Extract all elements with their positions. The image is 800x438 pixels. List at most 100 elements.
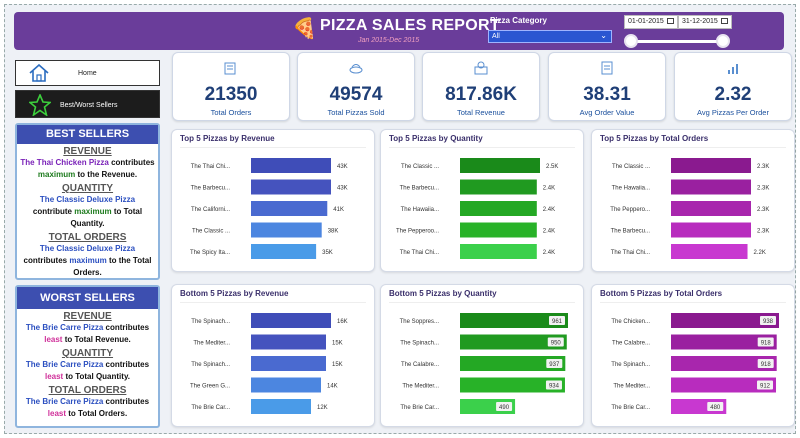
bar-value-label: 918: [761, 341, 772, 347]
value-label-box: [496, 402, 513, 411]
bar-category-label: The Spinach...: [611, 362, 650, 368]
bar: [671, 377, 777, 393]
value-label-box: [757, 337, 774, 347]
date-start-input[interactable]: 01-01-2015: [624, 15, 678, 29]
kpi-value: 21350: [204, 84, 258, 105]
bar-chart: The Chicken... 938 The Calabre... 918 The Sp…: [611, 313, 779, 414]
bar: [460, 158, 540, 173]
category-dropdown[interactable]: All ⌄: [488, 30, 612, 43]
bar-category-label: The Peppero...: [610, 207, 650, 213]
bar: [460, 201, 537, 216]
bar-value-label: 43K: [337, 164, 348, 170]
bar-value-label: 2.4K: [543, 229, 555, 235]
best-revenue-heading: REVENUE: [63, 146, 112, 157]
bar: [251, 244, 317, 259]
bar: [251, 356, 326, 371]
bar-category-label: The Brie Car...: [400, 405, 439, 411]
worst-sellers-panel: WORST SELLERS REVENUE The Brie Carre Piz…: [15, 285, 160, 428]
bar-category-label: The Hawaiia...: [401, 207, 440, 213]
pizza-icon: 🍕: [292, 18, 317, 40]
bar-category-label: The Barbecu...: [191, 186, 231, 192]
bar-value-label: 2.3K: [757, 164, 769, 170]
chart-divider: [389, 147, 575, 148]
value-label-box: [549, 316, 565, 325]
date-start-value: 01-01-2015: [628, 18, 664, 25]
kpi-label: Total Pizzas Sold: [327, 108, 385, 117]
kpi-total-pizzas-sold: 49574 Total Pizzas Sold: [297, 52, 415, 121]
bar: [460, 356, 566, 371]
chart-card: Bottom 5 Pizzas by Total Orders The Chick…: [591, 284, 795, 427]
bar-chart: The Soppres... 961 The Spinach... 950 The Ca…: [400, 313, 568, 414]
chart-title: Bottom 5 Pizzas by Revenue: [180, 289, 289, 298]
calendar-icon[interactable]: [666, 18, 674, 25]
date-slider-start-handle[interactable]: [624, 34, 638, 48]
bar-value-label: 490: [499, 405, 510, 411]
best-revenue-text: The Thai Chicken Pizza contributes maxim…: [20, 158, 155, 179]
bar-category-label: The Soppres...: [400, 319, 440, 325]
chart-divider: [180, 302, 366, 303]
bar: [460, 222, 537, 238]
bar-category-label: The Brie Car...: [611, 405, 650, 411]
revenue-icon: [474, 61, 488, 75]
bar-chart: The Classic ... 2.3K The Hawaiia... 2.3K The…: [610, 158, 769, 259]
bar: [251, 179, 331, 195]
chevron-down-icon: ⌄: [600, 31, 607, 40]
page-subtitle: Jan 2015-Dec 2015: [358, 37, 420, 44]
chart-divider: [180, 147, 366, 148]
bar-category-label: The Pepperoo...: [396, 229, 439, 235]
bar: [460, 334, 567, 350]
kpi-label: Total Revenue: [457, 108, 505, 117]
bar: [251, 313, 331, 328]
bar-value-label: 2.3K: [757, 229, 769, 235]
bar-value-label: 2.4K: [543, 250, 555, 256]
star-icon: [29, 94, 51, 116]
nav-best-worst-button[interactable]: Best/Worst Sellers: [15, 90, 160, 118]
bar-value-label: 16K: [337, 319, 348, 325]
date-slider-end-handle[interactable]: [716, 34, 730, 48]
nav-best-worst-label: Best/Worst Sellers: [60, 102, 118, 109]
bar-category-label: The Classic ...: [401, 164, 439, 170]
orders-icon: [224, 62, 236, 75]
worst-quantity-heading: QUANTITY: [61, 348, 114, 359]
kpi-label: Total Orders: [210, 108, 252, 117]
bar-value-label: 918: [761, 362, 772, 368]
bar: [251, 222, 322, 238]
chart-divider: [600, 147, 786, 148]
bar-value-label: 2.5K: [546, 164, 558, 170]
chart-card: Bottom 5 Pizzas by Revenue The Spinach...…: [171, 284, 375, 427]
best-quantity-heading: QUANTITY: [61, 183, 114, 194]
nav-home-button[interactable]: Home: [15, 60, 160, 86]
bar-value-label: 2.2K: [754, 250, 766, 256]
value-label-box: [760, 316, 776, 325]
kpi-avg-order-value: 38.31 Avg Order Value: [548, 52, 666, 121]
worst-orders-text: The Brie Carre Pizza contributes least t…: [25, 397, 150, 418]
date-slider-track[interactable]: [632, 40, 724, 43]
kpi-total-revenue: 817.86K Total Revenue: [422, 52, 540, 121]
chart-title: Bottom 5 Pizzas by Quantity: [389, 289, 497, 298]
bar-category-label: The Mediter...: [402, 384, 439, 390]
bar: [251, 399, 311, 414]
bar-value-label: 912: [760, 384, 771, 390]
nav-home-label: Home: [78, 70, 97, 77]
bar: [671, 356, 777, 371]
bar-category-label: The Spinach...: [400, 341, 439, 347]
bar-value-label: 938: [763, 319, 774, 325]
date-end-input[interactable]: 31-12-2015: [678, 15, 732, 29]
bar: [671, 158, 751, 173]
category-label: Pizza Category: [490, 16, 547, 25]
kpi-value: 49574: [329, 84, 383, 105]
home-icon: [29, 64, 49, 82]
bar-chart: The Thai Chi... 43K The Barbecu... 43K The C…: [190, 158, 348, 259]
bar-category-label: The Thai Chi...: [191, 164, 231, 170]
chart-title: Top 5 Pizzas by Revenue: [180, 134, 275, 143]
chart-title: Top 5 Pizzas by Total Orders: [600, 134, 709, 143]
worst-revenue-text: The Brie Carre Pizza contributes least t…: [25, 323, 150, 344]
pizza-icon: [349, 64, 363, 74]
bar-value-label: 12K: [317, 405, 328, 411]
bar: [460, 244, 537, 259]
bar-category-label: The Thai Chi...: [611, 250, 651, 256]
chart-divider: [600, 302, 786, 303]
calendar-icon[interactable]: [720, 18, 728, 25]
bar-chart-icon: [728, 64, 738, 74]
bar-value-label: 15K: [332, 362, 343, 368]
